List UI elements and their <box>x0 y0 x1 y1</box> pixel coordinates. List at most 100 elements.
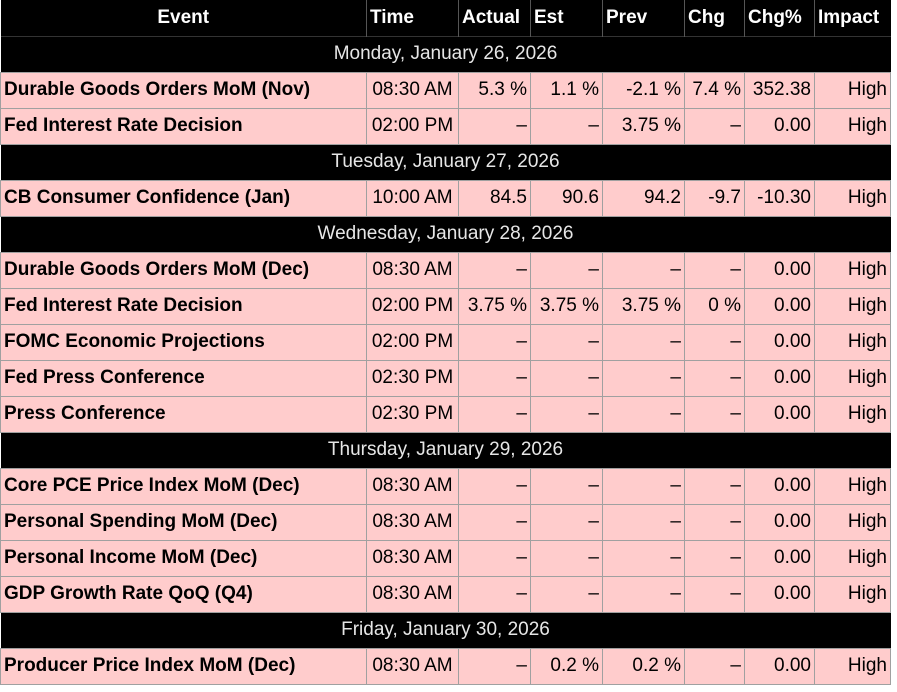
date-group-row: Thursday, January 29, 2026 <box>0 431 891 468</box>
column-header-chg[interactable]: Chg <box>684 0 745 36</box>
cell-chg: – <box>684 251 745 289</box>
cell-time: 08:30 AM <box>366 539 459 577</box>
cell-prev: – <box>602 539 685 577</box>
date-group-row: Wednesday, January 28, 2026 <box>0 215 891 252</box>
cell-event[interactable]: Personal Income MoM (Dec) <box>0 539 367 577</box>
cell-chg: – <box>684 359 745 397</box>
cell-chg-pct: 0.00 <box>744 359 815 397</box>
cell-chg-pct: 0.00 <box>744 503 815 541</box>
cell-time: 02:00 PM <box>366 107 459 145</box>
cell-chg-pct: 0.00 <box>744 395 815 433</box>
cell-chg: – <box>684 647 745 685</box>
event-row[interactable]: Durable Goods Orders MoM (Dec) 08:30 AM – –… <box>0 251 891 289</box>
event-row[interactable]: Personal Income MoM (Dec) 08:30 AM – – – –0.0… <box>0 539 891 577</box>
cell-est: – <box>530 575 603 613</box>
cell-event[interactable]: Core PCE Price Index MoM (Dec) <box>0 467 367 505</box>
cell-event[interactable]: Durable Goods Orders MoM (Nov) <box>0 71 367 109</box>
cell-time: 02:30 PM <box>366 395 459 433</box>
event-row[interactable]: CB Consumer Confidence (Jan) 10:00 AM 84.5… <box>0 179 891 217</box>
cell-time: 08:30 AM <box>366 503 459 541</box>
date-group-row: Tuesday, January 27, 2026 <box>0 143 891 180</box>
column-header-time[interactable]: Time <box>366 0 459 36</box>
date-label: Thursday, January 29, 2026 <box>0 431 891 468</box>
column-header-chg-pct[interactable]: Chg% <box>744 0 815 36</box>
cell-impact: High <box>814 467 891 505</box>
cell-impact: High <box>814 323 891 361</box>
cell-impact: High <box>814 287 891 325</box>
column-header-prev[interactable]: Prev <box>602 0 685 36</box>
cell-event[interactable]: Press Conference <box>0 395 367 433</box>
cell-chg-pct: 0.00 <box>744 323 815 361</box>
cell-chg: – <box>684 107 745 145</box>
column-header-impact[interactable]: Impact <box>818 6 880 28</box>
cell-est: – <box>530 359 603 397</box>
column-header-est[interactable]: Est <box>530 0 603 36</box>
cell-event[interactable]: FOMC Economic Projections <box>0 323 367 361</box>
cell-actual: – <box>458 395 531 433</box>
cell-chg-pct: 0.00 <box>744 575 815 613</box>
cell-event[interactable]: CB Consumer Confidence (Jan) <box>0 179 367 217</box>
cell-est: – <box>530 503 603 541</box>
cell-chg: – <box>684 539 745 577</box>
cell-impact: High <box>814 359 891 397</box>
cell-event[interactable]: GDP Growth Rate QoQ (Q4) <box>0 575 367 613</box>
cell-chg: – <box>684 575 745 613</box>
cell-actual: – <box>458 251 531 289</box>
event-row[interactable]: Press Conference 02:30 PM – – – –0.00 High <box>0 395 891 433</box>
cell-chg-pct: 0.00 <box>744 251 815 289</box>
event-row[interactable]: Personal Spending MoM (Dec) 08:30 AM – – – –0… <box>0 503 891 541</box>
cell-actual: 3.75 % <box>458 287 531 325</box>
cell-event[interactable]: Producer Price Index MoM (Dec) <box>0 647 367 685</box>
cell-prev: 3.75 % <box>602 107 685 145</box>
event-row[interactable]: Fed Press Conference 02:30 PM – – – –0.00 High <box>0 359 891 397</box>
cell-time: 08:30 AM <box>366 71 459 109</box>
cell-est: – <box>530 107 603 145</box>
cell-est: 0.2 % <box>530 647 603 685</box>
cell-time: 02:00 PM <box>366 323 459 361</box>
cell-chg-pct: 0.00 <box>744 647 815 685</box>
event-row[interactable]: Producer Price Index MoM (Dec) 08:30 AM –0… <box>0 647 891 685</box>
cell-time: 02:00 PM <box>366 287 459 325</box>
date-label: Tuesday, January 27, 2026 <box>0 143 891 180</box>
cell-est: – <box>530 539 603 577</box>
date-label: Friday, January 30, 2026 <box>0 611 891 648</box>
event-row[interactable]: GDP Growth Rate QoQ (Q4) 08:30 AM – – – –0.00… <box>0 575 891 613</box>
cell-chg-pct: 352.38 <box>744 71 815 109</box>
cell-prev: – <box>602 575 685 613</box>
cell-event[interactable]: Fed Interest Rate Decision <box>0 287 367 325</box>
cell-chg: 7.4 % <box>684 71 745 109</box>
cell-actual: – <box>458 359 531 397</box>
cell-time: 08:30 AM <box>366 575 459 613</box>
cell-est: – <box>530 467 603 505</box>
event-row[interactable]: Fed Interest Rate Decision 02:00 PM 3.75 %… <box>0 287 891 325</box>
event-row[interactable]: FOMC Economic Projections 02:00 PM – – – –0.0… <box>0 323 891 361</box>
table-body: Monday, January 26, 2026 Durable Goods Or… <box>0 35 891 685</box>
cell-est: 3.75 % <box>530 287 603 325</box>
cell-prev: – <box>602 503 685 541</box>
cell-chg-pct: 0.00 <box>744 287 815 325</box>
cell-est: 90.6 <box>530 179 603 217</box>
event-row[interactable]: Core PCE Price Index MoM (Dec) 08:30 AM – –… <box>0 467 891 505</box>
column-header-event[interactable]: Event <box>0 0 367 36</box>
cell-time: 02:30 PM <box>366 359 459 397</box>
cell-prev: – <box>602 251 685 289</box>
cell-impact: High <box>814 107 891 145</box>
cell-event[interactable]: Fed Interest Rate Decision <box>0 107 367 145</box>
cell-event[interactable]: Personal Spending MoM (Dec) <box>0 503 367 541</box>
cell-time: 10:00 AM <box>366 179 459 217</box>
column-header-actual[interactable]: Actual <box>458 0 531 36</box>
cell-chg: – <box>684 323 745 361</box>
cell-time: 08:30 AM <box>366 647 459 685</box>
cell-time: 08:30 AM <box>366 251 459 289</box>
event-row[interactable]: Fed Interest Rate Decision 02:00 PM – –3.75… <box>0 107 891 145</box>
date-group-row: Monday, January 26, 2026 <box>0 35 891 72</box>
cell-event[interactable]: Durable Goods Orders MoM (Dec) <box>0 251 367 289</box>
cell-impact: High <box>814 395 891 433</box>
cell-actual: – <box>458 647 531 685</box>
event-row[interactable]: Durable Goods Orders MoM (Nov) 08:30 AM 5.… <box>0 71 891 109</box>
cell-event[interactable]: Fed Press Conference <box>0 359 367 397</box>
date-label: Wednesday, January 28, 2026 <box>0 215 891 252</box>
cell-actual: – <box>458 323 531 361</box>
cell-prev: 3.75 % <box>602 287 685 325</box>
